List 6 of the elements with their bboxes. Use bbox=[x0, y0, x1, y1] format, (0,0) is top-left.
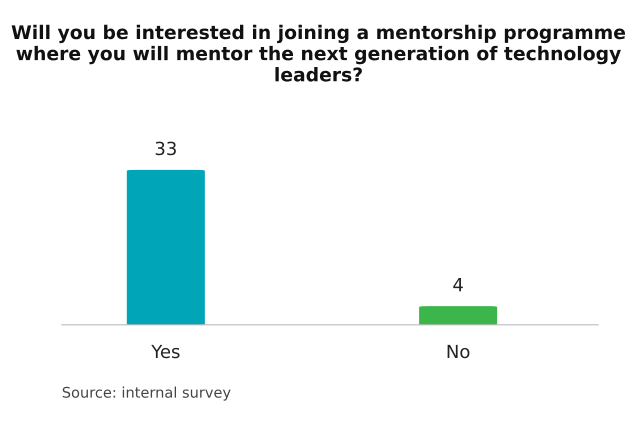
chart-title: Will you be interested in joining a mentorship programme where you will mentor the next generation of technology leaders? bbox=[12, 24, 626, 82]
x-tick-label: Yes bbox=[151, 344, 180, 358]
data-label: 4 bbox=[453, 278, 463, 292]
data-label: 33 bbox=[156, 142, 176, 156]
x-tick-label: No bbox=[448, 344, 470, 358]
source-note: Source: internal survey bbox=[62, 386, 231, 401]
